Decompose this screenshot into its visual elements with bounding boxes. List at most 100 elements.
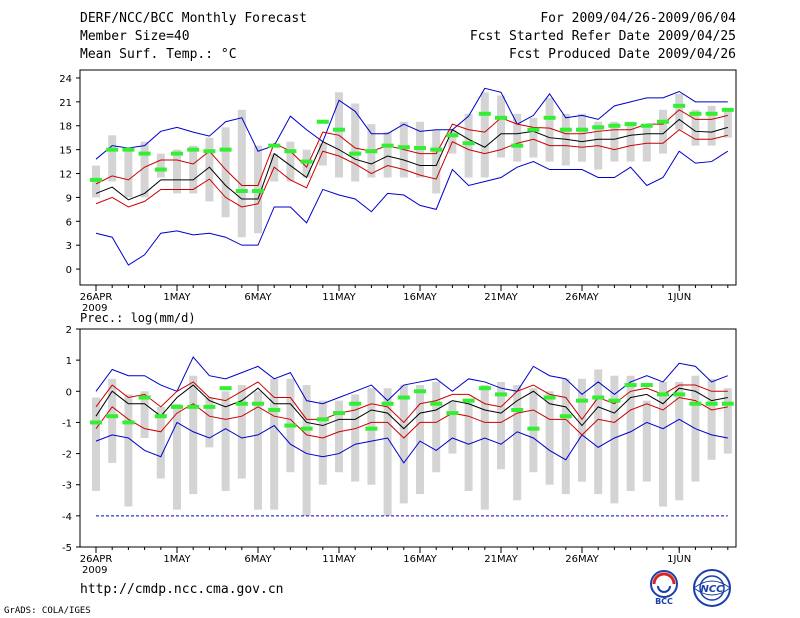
ensemble-box bbox=[497, 381, 505, 470]
x-tick-label: 1MAY bbox=[163, 554, 191, 565]
ensemble-box bbox=[610, 121, 619, 162]
ensemble-box bbox=[497, 95, 505, 158]
ensemble-box bbox=[399, 385, 408, 504]
observed-marker bbox=[462, 141, 475, 146]
observed-marker bbox=[576, 127, 588, 132]
observed-marker bbox=[495, 115, 507, 120]
x-tick-label: 6MAY bbox=[244, 292, 272, 303]
ensemble-box bbox=[156, 153, 165, 178]
observed-marker bbox=[640, 383, 653, 388]
observed-marker bbox=[203, 404, 216, 409]
observed-marker bbox=[219, 386, 232, 391]
observed-marker bbox=[268, 407, 281, 412]
observed-marker bbox=[316, 417, 329, 422]
ensemble-box bbox=[237, 385, 246, 479]
observed-marker bbox=[268, 143, 281, 148]
svg-text:BCC: BCC bbox=[655, 597, 673, 606]
observed-marker bbox=[527, 127, 540, 132]
x-tick-label: 21MAY bbox=[484, 292, 518, 303]
ensemble-box bbox=[561, 378, 570, 495]
observed-marker bbox=[333, 127, 345, 132]
observed-marker bbox=[446, 411, 459, 416]
ensemble-box bbox=[416, 385, 424, 495]
series-max-line bbox=[95, 356, 728, 405]
ensemble-box bbox=[594, 369, 603, 495]
observed-marker bbox=[187, 404, 200, 409]
plot-frame bbox=[79, 69, 737, 286]
observed-marker bbox=[478, 386, 491, 391]
x-tick-label: 16MAY bbox=[403, 292, 437, 303]
grads-credit: GrADS: COLA/IGES bbox=[4, 606, 91, 616]
ensemble-box bbox=[237, 109, 246, 238]
series-mean-line bbox=[95, 118, 728, 201]
observed-marker bbox=[381, 143, 394, 148]
observed-marker bbox=[495, 392, 507, 397]
y-tick-label: 9 bbox=[66, 193, 72, 204]
observed-marker bbox=[203, 149, 216, 154]
observed-marker bbox=[624, 383, 637, 388]
ensemble-box bbox=[610, 375, 619, 504]
ensemble-box bbox=[513, 385, 522, 501]
observed-marker bbox=[252, 189, 264, 194]
observed-marker bbox=[219, 147, 232, 152]
x-tick-label: 1JUN bbox=[667, 292, 691, 303]
y-tick-label: 1 bbox=[66, 356, 72, 367]
ensemble-box bbox=[335, 400, 343, 473]
ensemble-box bbox=[318, 400, 327, 485]
y-tick-label: 3 bbox=[66, 241, 72, 252]
observed-marker bbox=[673, 103, 686, 108]
observed-marker bbox=[171, 404, 183, 409]
ensemble-box bbox=[221, 391, 230, 491]
series-min-line bbox=[95, 150, 729, 266]
produced-date: Fcst Produced Date 2009/04/26 bbox=[509, 47, 736, 62]
ensemble-box bbox=[221, 127, 230, 218]
ensemble-box bbox=[302, 385, 311, 516]
observed-marker bbox=[592, 125, 605, 130]
y-tick-label: 15 bbox=[59, 146, 72, 157]
x-tick-label: 26MAY bbox=[565, 554, 599, 565]
ensemble-box bbox=[480, 385, 489, 510]
ensemble-box bbox=[92, 397, 100, 491]
observed-marker bbox=[365, 426, 378, 431]
observed-marker bbox=[333, 411, 345, 416]
ensemble-box bbox=[124, 394, 133, 507]
observed-marker bbox=[430, 401, 443, 406]
y-tick-label: -2 bbox=[62, 450, 72, 461]
observed-marker bbox=[349, 401, 362, 406]
observed-marker bbox=[235, 189, 248, 194]
observed-marker bbox=[90, 177, 102, 182]
footer-url[interactable]: http://cmdp.ncc.cma.gov.cn bbox=[80, 582, 284, 597]
observed-marker bbox=[414, 146, 426, 151]
observed-marker bbox=[122, 420, 135, 425]
y-tick-label: -3 bbox=[62, 481, 72, 492]
y-tick-label: 6 bbox=[66, 217, 72, 228]
observed-marker bbox=[478, 111, 491, 116]
observed-marker bbox=[171, 151, 183, 156]
observed-marker bbox=[608, 398, 621, 403]
series-upper-line bbox=[95, 109, 728, 186]
observed-marker bbox=[608, 123, 621, 128]
x-tick-label: 16MAY bbox=[403, 554, 437, 565]
observed-marker bbox=[138, 151, 151, 156]
observed-marker bbox=[673, 392, 686, 397]
ensemble-box bbox=[626, 121, 635, 162]
svg-text:NCC: NCC bbox=[700, 584, 724, 595]
ensemble-box bbox=[480, 92, 489, 178]
ensemble-box bbox=[383, 388, 392, 516]
ensemble-box bbox=[464, 113, 473, 178]
ensemble-box bbox=[351, 394, 360, 482]
x-tick-label: 26MAY bbox=[565, 292, 599, 303]
ensemble-box bbox=[318, 143, 327, 166]
observed-marker bbox=[106, 147, 119, 152]
observed-marker bbox=[300, 159, 313, 164]
observed-marker bbox=[154, 167, 167, 172]
observed-marker bbox=[640, 123, 653, 128]
observed-marker bbox=[397, 395, 410, 400]
observed-marker bbox=[90, 420, 102, 425]
series-max-line bbox=[95, 87, 728, 160]
y-tick-label: -4 bbox=[62, 512, 72, 523]
forecast-period: For 2009/04/26-2009/06/04 bbox=[540, 11, 736, 26]
observed-marker bbox=[705, 111, 718, 116]
observed-marker bbox=[284, 149, 297, 154]
